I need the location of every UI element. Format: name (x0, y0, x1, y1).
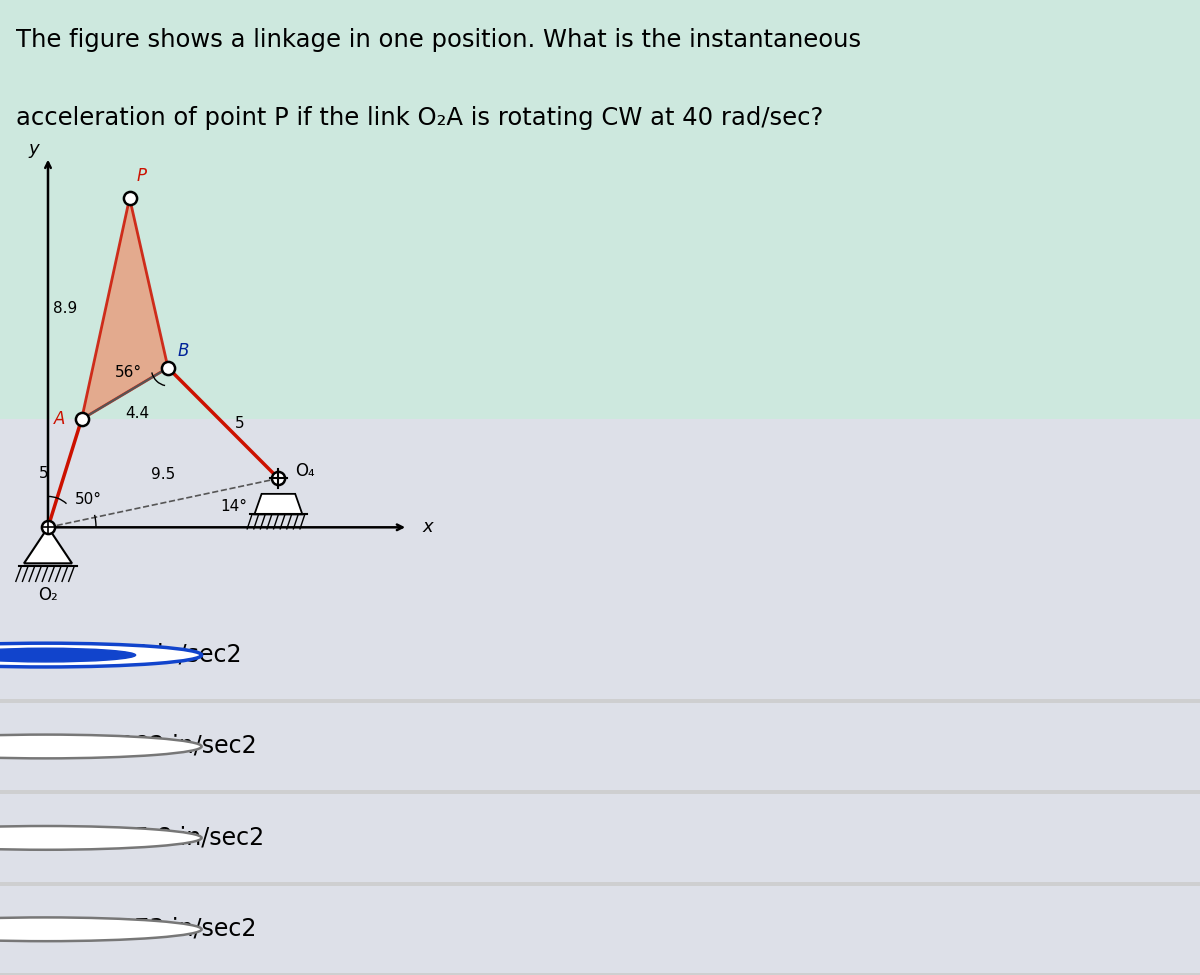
Text: 15,282 in/sec2: 15,282 in/sec2 (82, 734, 257, 759)
Text: O₂: O₂ (38, 587, 58, 604)
Point (269, 471, 288, 487)
Circle shape (0, 917, 202, 941)
Text: 14°: 14° (221, 499, 247, 514)
Circle shape (0, 644, 202, 667)
Text: 56°: 56° (114, 366, 142, 380)
Bar (0, 0, 1200, 419)
Text: 50°: 50° (74, 491, 101, 506)
Circle shape (0, 826, 202, 850)
Text: x: x (422, 519, 433, 536)
Bar (0, 419, 1200, 975)
Polygon shape (24, 527, 72, 564)
Text: 23,073 in/sec2: 23,073 in/sec2 (82, 917, 256, 941)
Point (120, 190, 139, 206)
Text: The figure shows a linkage in one position. What is the instantaneous: The figure shows a linkage in one positi… (16, 28, 860, 53)
Text: 9,005.8 in/sec2: 9,005.8 in/sec2 (82, 826, 264, 850)
Text: P: P (137, 167, 146, 185)
Point (38, 520, 58, 535)
Point (158, 360, 178, 375)
Text: 5: 5 (38, 466, 48, 481)
Polygon shape (82, 198, 168, 419)
Circle shape (0, 648, 136, 662)
Text: O₄: O₄ (295, 462, 314, 480)
Point (72, 411, 91, 427)
Circle shape (0, 734, 202, 759)
Polygon shape (254, 494, 302, 515)
Text: acceleration of point P if the link O₂A is rotating CW at 40 rad/sec?: acceleration of point P if the link O₂A … (16, 106, 823, 130)
Text: 5: 5 (235, 415, 245, 431)
Text: y: y (29, 140, 38, 158)
Text: 9.5: 9.5 (151, 467, 175, 483)
Text: B: B (178, 342, 188, 360)
Text: 4.4: 4.4 (125, 407, 149, 421)
Text: A: A (54, 410, 65, 428)
Text: 8,000 in/sec2: 8,000 in/sec2 (82, 644, 241, 667)
Text: 8.9: 8.9 (53, 301, 77, 316)
